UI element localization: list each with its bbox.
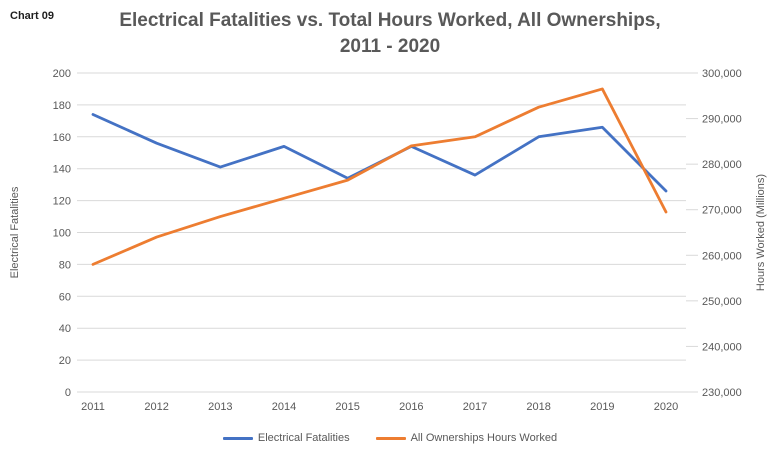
- chart-title: Electrical Fatalities vs. Total Hours Wo…: [0, 8, 780, 59]
- y-left-tick-label: 0: [65, 387, 71, 399]
- y-left-tick-label: 180: [53, 100, 71, 112]
- x-tick-label: 2014: [272, 401, 296, 413]
- chart-title-line1: Electrical Fatalities vs. Total Hours Wo…: [119, 10, 661, 31]
- y-left-axis-title: Electrical Fatalities: [9, 186, 21, 278]
- y-left-tick-label: 20: [59, 355, 71, 367]
- x-tick-label: 2017: [463, 401, 487, 413]
- x-tick-label: 2016: [399, 401, 423, 413]
- series-line-electrical-fatalities: [91, 113, 668, 193]
- chart-legend: Electrical Fatalities All Ownerships Hou…: [0, 432, 780, 444]
- y-right-tick-label: 280,000: [702, 159, 742, 171]
- legend-label: All Ownerships Hours Worked: [410, 432, 558, 444]
- y-left-tick-label: 200: [53, 68, 71, 80]
- y-left-tick-label: 160: [53, 132, 71, 144]
- y-left-tick-label: 120: [53, 196, 71, 208]
- legend-item-electrical-fatalities: Electrical Fatalities: [222, 432, 350, 444]
- x-tick-label: 2012: [144, 401, 168, 413]
- legend-label: Electrical Fatalities: [257, 432, 350, 444]
- legend-line-swatch-blue: [222, 436, 253, 440]
- x-tick-label: 2019: [590, 401, 614, 413]
- y-right-tick-label: 250,000: [702, 296, 742, 308]
- y-left-tick-label: 100: [53, 228, 71, 240]
- y-left-tick-label: 140: [53, 164, 71, 176]
- y-right-tick-label: 270,000: [702, 205, 742, 217]
- y-right-tick-label: 240,000: [702, 341, 742, 353]
- x-tick-label: 2020: [654, 401, 678, 413]
- x-tick-label: 2013: [208, 401, 232, 413]
- y-left-tick-label: 80: [59, 259, 71, 271]
- series-line-hours-worked: [91, 87, 668, 266]
- legend-line-swatch-orange: [375, 436, 406, 440]
- chart-title-line2: 2011 - 2020: [339, 35, 441, 57]
- y-left-tick-label: 40: [59, 323, 71, 335]
- y-right-tick-label: 260,000: [702, 250, 742, 262]
- chart-number-label: Chart 09: [10, 10, 55, 22]
- y-right-tick-label: 290,000: [702, 114, 742, 126]
- x-tick-label: 2011: [81, 401, 105, 413]
- y-right-tick-label: 300,000: [702, 68, 742, 80]
- y-left-tick-label: 60: [59, 291, 71, 303]
- y-right-axis-title: Hours Worked (Millions): [755, 174, 767, 291]
- x-tick-label: 2018: [526, 401, 550, 413]
- y-right-tick-label: 230,000: [702, 387, 742, 399]
- legend-item-hours-worked: All Ownerships Hours Worked: [375, 432, 558, 444]
- x-tick-label: 2015: [335, 401, 359, 413]
